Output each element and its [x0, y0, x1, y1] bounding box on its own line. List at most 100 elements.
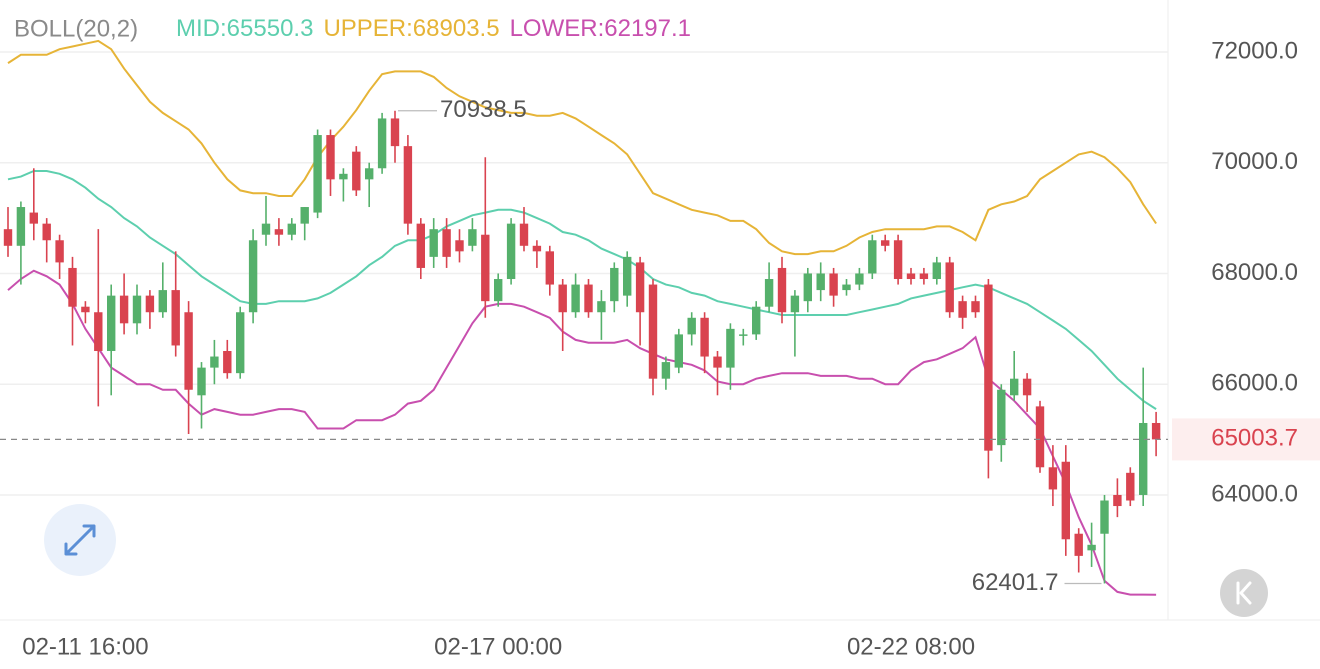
candle-body [661, 362, 671, 379]
candle-body [739, 334, 748, 336]
candle-body [481, 234, 490, 302]
indicator-name: BOLL(20,2) [14, 15, 138, 42]
candle-body [1139, 422, 1148, 495]
candle-body [29, 212, 38, 224]
scroll-latest-icon[interactable] [1236, 581, 1252, 605]
legend-name: UPPER: [323, 15, 412, 42]
band-line [7, 39, 1157, 256]
candle-body [623, 256, 632, 296]
candle-body [300, 207, 309, 224]
candle-body [752, 306, 761, 335]
candle-body [210, 356, 219, 368]
candle-body [132, 295, 142, 324]
candle-body [584, 284, 593, 313]
candle-body [519, 223, 529, 246]
candle-body [429, 229, 438, 257]
candle-body [236, 312, 245, 374]
candle-body [274, 229, 284, 235]
min-label: 62401.7 [972, 569, 1059, 596]
last-price-tag-bg [1172, 418, 1320, 461]
candle-body [816, 273, 825, 291]
candle-body [855, 273, 864, 285]
candle-body [158, 290, 167, 313]
candle-body [197, 367, 206, 396]
y-tick-label: 68000.0 [1211, 259, 1298, 286]
candle-body [287, 223, 296, 235]
candle-body [184, 312, 193, 390]
candle-body [545, 251, 554, 285]
candle-body [365, 168, 374, 180]
labels: 64000.0 66000.0 68000.0 70000.0 72000.0 02-11… [0, 37, 1320, 660]
y-tick-label: 66000.0 [1211, 370, 1298, 397]
legend-value: 68903.5 [413, 15, 500, 42]
candle-body [16, 207, 26, 246]
candle-body [1126, 472, 1135, 501]
candle-body [416, 223, 425, 268]
candle-body [971, 301, 980, 313]
scroll-latest-bg[interactable] [1220, 569, 1268, 617]
candle-body [352, 151, 361, 191]
candle-body [248, 240, 258, 313]
candle-body [1087, 544, 1096, 551]
candle-body [1074, 533, 1083, 556]
candle-body [687, 317, 696, 335]
candle-body [223, 351, 232, 374]
expand-button[interactable] [44, 504, 116, 576]
candle-body [610, 267, 619, 302]
candle-body [403, 146, 413, 224]
legend-name: LOWER: [510, 15, 605, 42]
candle-body [442, 229, 451, 257]
candle-body [3, 229, 13, 246]
band-line [7, 170, 1157, 410]
grid [0, 51, 1168, 496]
candle-body [42, 223, 51, 241]
candle-body [764, 279, 774, 307]
candle-body [377, 118, 387, 169]
candle-body [648, 284, 658, 379]
candle-body [726, 328, 735, 368]
candle-body [506, 223, 516, 280]
candle-body [1113, 494, 1122, 507]
legend-value: 65550.3 [227, 15, 314, 42]
candle-body [777, 267, 787, 313]
x-tick-label: 02-17 00:00 [434, 633, 562, 660]
candle-body [829, 273, 838, 296]
candle-body [94, 312, 103, 352]
candle-body [713, 356, 722, 368]
candle-body [958, 301, 967, 318]
x-tick-label: 02-11 16:00 [22, 633, 148, 660]
candle-body [597, 301, 606, 313]
candle-body [790, 295, 800, 313]
expand-icon[interactable] [64, 524, 96, 556]
candle-body [984, 284, 993, 451]
legend-value: 62197.1 [604, 15, 691, 42]
candle-body [68, 267, 77, 307]
bands [7, 39, 1157, 596]
candle-body [945, 262, 954, 313]
candle-body [145, 295, 155, 313]
candle-body [932, 262, 941, 280]
candle-body [1048, 467, 1058, 490]
candle-body [171, 290, 180, 346]
candle-body [1022, 378, 1032, 396]
candle-body [919, 273, 929, 280]
candle-body [635, 262, 645, 313]
candle-body [1035, 406, 1045, 468]
legend-name: MID: [176, 15, 227, 42]
scroll-latest-button[interactable] [1220, 569, 1268, 617]
candle-body [119, 295, 129, 324]
candle-body [803, 273, 812, 302]
candle-body [468, 229, 477, 246]
candle-body [868, 240, 877, 274]
candle-body [326, 135, 335, 180]
candle-body [881, 240, 890, 246]
y-tick-label: 72000.0 [1211, 37, 1298, 64]
y-tick-label: 70000.0 [1211, 148, 1298, 175]
x-tick-label: 02-22 08:00 [847, 633, 975, 660]
candle-body [674, 334, 683, 368]
candle-body [558, 284, 567, 313]
candle-body [390, 118, 400, 147]
candle-body [313, 135, 322, 213]
